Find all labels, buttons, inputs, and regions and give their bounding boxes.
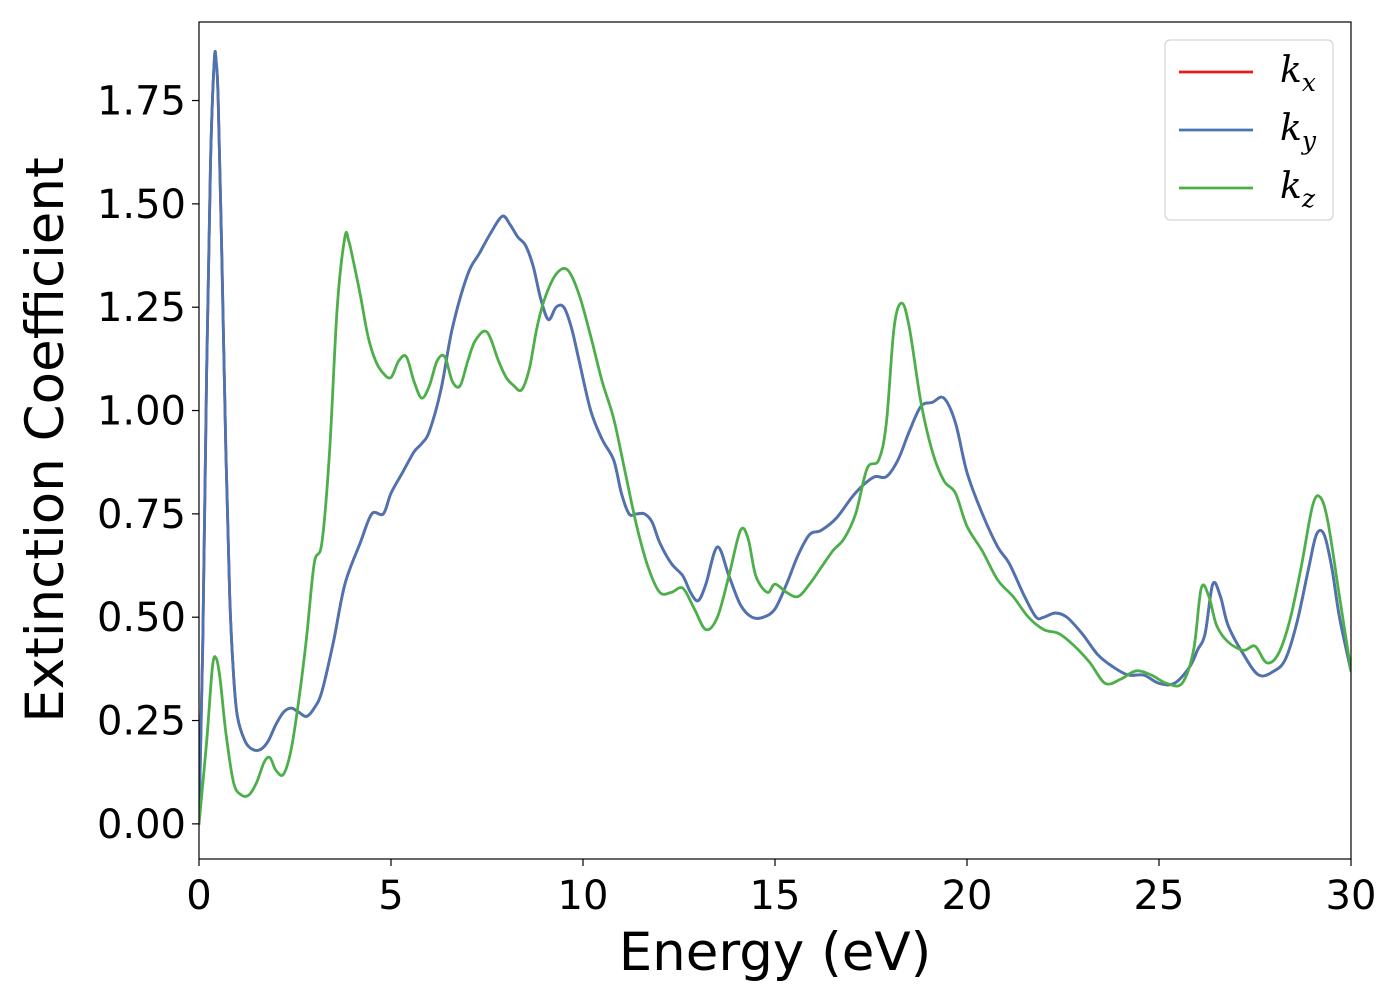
x-tick-label: 0: [186, 873, 211, 919]
legend: kx ky kz: [1164, 39, 1334, 221]
y-tick-label: 1.75: [97, 79, 186, 125]
y-tick-label: 0.25: [97, 699, 186, 745]
series-line-k-z: [199, 231, 1351, 826]
y-axis: 0.00 0.25 0.50 0.75 1.00 1.25 1.50 1.75: [97, 79, 199, 848]
y-tick-label: 0.75: [97, 492, 186, 538]
x-tick-label: 25: [1134, 873, 1185, 919]
series-layer: [199, 50, 1351, 826]
legend-label-ky: ky: [1280, 108, 1317, 155]
x-tick-label: 10: [558, 873, 609, 919]
y-tick-label: 1.25: [97, 285, 186, 331]
legend-label-kz: kz: [1280, 166, 1316, 213]
y-tick-label: 1.00: [97, 389, 186, 435]
x-tick-label: 15: [750, 873, 801, 919]
x-tick-label: 5: [378, 873, 403, 919]
legend-label-kx: kx: [1280, 50, 1316, 97]
x-tick-label: 20: [942, 873, 993, 919]
y-tick-label: 0.00: [97, 802, 186, 848]
y-tick-label: 1.50: [97, 182, 186, 228]
x-axis: 0 5 10 15 20 25 30: [186, 859, 1376, 919]
x-tick-label: 30: [1326, 873, 1377, 919]
y-axis-title: Extinction Coefficient: [15, 157, 76, 723]
x-axis-title: Energy (eV): [619, 922, 932, 983]
y-tick-label: 0.50: [97, 595, 186, 641]
